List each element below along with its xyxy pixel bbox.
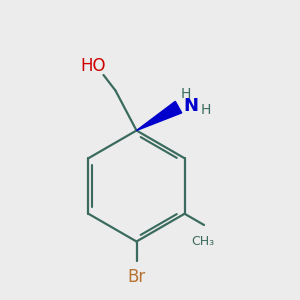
- Text: N: N: [184, 97, 199, 115]
- Text: H: H: [201, 103, 211, 117]
- Text: H: H: [181, 87, 191, 101]
- Text: HO: HO: [80, 57, 106, 75]
- Text: CH₃: CH₃: [191, 235, 214, 248]
- Polygon shape: [136, 101, 182, 130]
- Text: Br: Br: [128, 268, 146, 286]
